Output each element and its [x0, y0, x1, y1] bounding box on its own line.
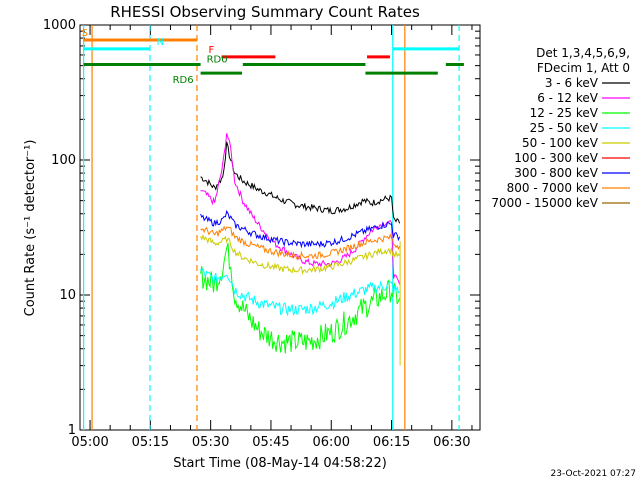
legend-entry-label: 300 - 800 keV — [514, 166, 598, 180]
series-line — [200, 242, 401, 354]
y-axis-label: Count Rate (s⁻¹ detector⁻¹) — [23, 140, 38, 317]
legend-entry-label: 800 - 7000 keV — [507, 181, 599, 195]
x-tick-label: 05:30 — [192, 435, 229, 450]
y-tick-label: 100 — [51, 153, 76, 168]
x-axis: 05:00 05:15 05:30 05:45 06:00 06:15 06:30 — [71, 25, 473, 450]
y-axis: 1 10 100 1000 — [43, 18, 480, 438]
footer-date: 23-Oct-2021 07:27 — [551, 469, 636, 479]
series-line — [200, 209, 401, 249]
legend-entry-label: 100 - 300 keV — [514, 151, 598, 165]
legend-entry-label: 12 - 25 keV — [530, 106, 599, 120]
x-tick-label: 06:00 — [313, 435, 350, 450]
x-tick-label: 05:45 — [252, 435, 289, 450]
x-axis-label: Start Time (08-May-14 04:58:22) — [173, 456, 387, 471]
flag-label-s: S — [82, 28, 88, 39]
legend: Det 1,3,4,5,6,9,FDecim 1, Att 03 - 6 keV… — [491, 46, 630, 210]
legend-entry-label: 7000 - 15000 keV — [491, 196, 598, 210]
series-line — [200, 233, 401, 276]
y-tick-label: 1 — [68, 423, 76, 438]
x-tick-label: 06:15 — [373, 435, 410, 450]
series-line — [200, 225, 401, 260]
flag-label-n: N — [157, 37, 164, 48]
x-tick-label: 05:15 — [132, 435, 169, 450]
legend-entry-label: 6 - 12 keV — [537, 91, 599, 105]
y-tick-label: 1000 — [43, 18, 76, 33]
flag-label-rd0: RD0 — [207, 54, 228, 65]
series-line — [200, 141, 401, 224]
legend-entry-label: 50 - 100 keV — [522, 136, 599, 150]
legend-entry-label: 3 - 6 keV — [545, 76, 599, 90]
x-tick-label: 06:30 — [433, 435, 470, 450]
legend-entry-label: 25 - 50 keV — [530, 121, 599, 135]
plot-area — [79, 24, 481, 431]
series-lines — [200, 133, 401, 366]
legend-header: FDecim 1, Att 0 — [537, 61, 630, 75]
series-line — [200, 133, 401, 285]
flag-label-rd6: RD6 — [173, 75, 194, 86]
vertical-markers — [83, 25, 460, 430]
series-line — [200, 267, 400, 317]
y-tick-label: 10 — [59, 288, 76, 303]
flag-label-f: F — [209, 45, 215, 56]
x-tick-label: 05:00 — [71, 435, 108, 450]
legend-header: Det 1,3,4,5,6,9, — [536, 46, 630, 60]
chart-title: RHESSI Observing Summary Count Rates — [110, 3, 420, 21]
